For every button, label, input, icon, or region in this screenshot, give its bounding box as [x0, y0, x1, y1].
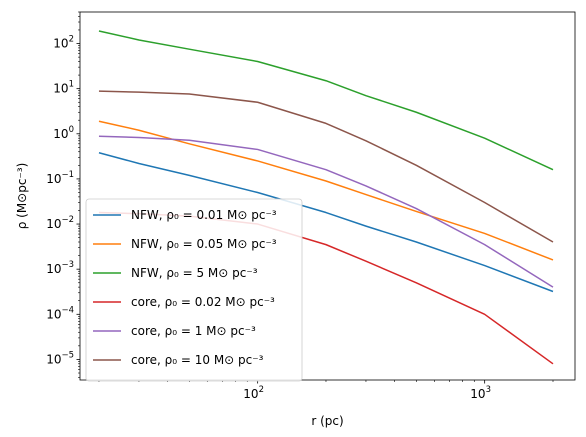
y-tick-label: 10−2 [46, 215, 74, 231]
series-line-5 [98, 90, 554, 243]
legend-entry-5: core, ρ₀ = 10 M⊙ pc⁻³ [131, 353, 264, 367]
y-tick-label: 10−5 [46, 350, 74, 366]
y-tick-label: 100 [53, 125, 74, 141]
legend-entry-4: core, ρ₀ = 1 M⊙ pc⁻³ [131, 324, 256, 338]
plot-area [79, 11, 576, 381]
y-tick-label: 102 [53, 35, 74, 51]
y-tick-label: 10−4 [46, 305, 74, 321]
y-tick-label: 101 [53, 80, 74, 96]
legend-box [85, 198, 303, 382]
legend-entry-2: NFW, ρ₀ = 5 M⊙ pc⁻³ [131, 266, 258, 280]
y-tick-label: 10−1 [46, 170, 74, 186]
legend-entry-3: core, ρ₀ = 0.02 M⊙ pc⁻³ [131, 295, 275, 309]
x-tick-label: 103 [470, 385, 491, 401]
series-line-2 [98, 30, 554, 171]
y-axis-ticks: 10−5 10−4 10−3 10−2 10−1 100 101 102 [46, 11, 80, 378]
x-axis-label: r (pc) [311, 414, 343, 428]
legend-entry-0: NFW, ρ₀ = 0.01 M⊙ pc⁻³ [131, 208, 277, 222]
legend-entry-1: NFW, ρ₀ = 0.05 M⊙ pc⁻³ [131, 237, 277, 251]
series-line-4 [98, 135, 554, 288]
x-axis-ticks: 102 103 [98, 380, 554, 401]
y-tick-label: 10−3 [46, 260, 74, 276]
legend: NFW, ρ₀ = 0.01 M⊙ pc⁻³ NFW, ρ₀ = 0.05 M⊙ … [85, 198, 303, 382]
series-line-0 [98, 152, 554, 293]
series-line-1 [98, 120, 554, 261]
y-axis-label: ρ (M⊙pc⁻³) [15, 163, 29, 230]
x-tick-label: 102 [243, 385, 264, 401]
